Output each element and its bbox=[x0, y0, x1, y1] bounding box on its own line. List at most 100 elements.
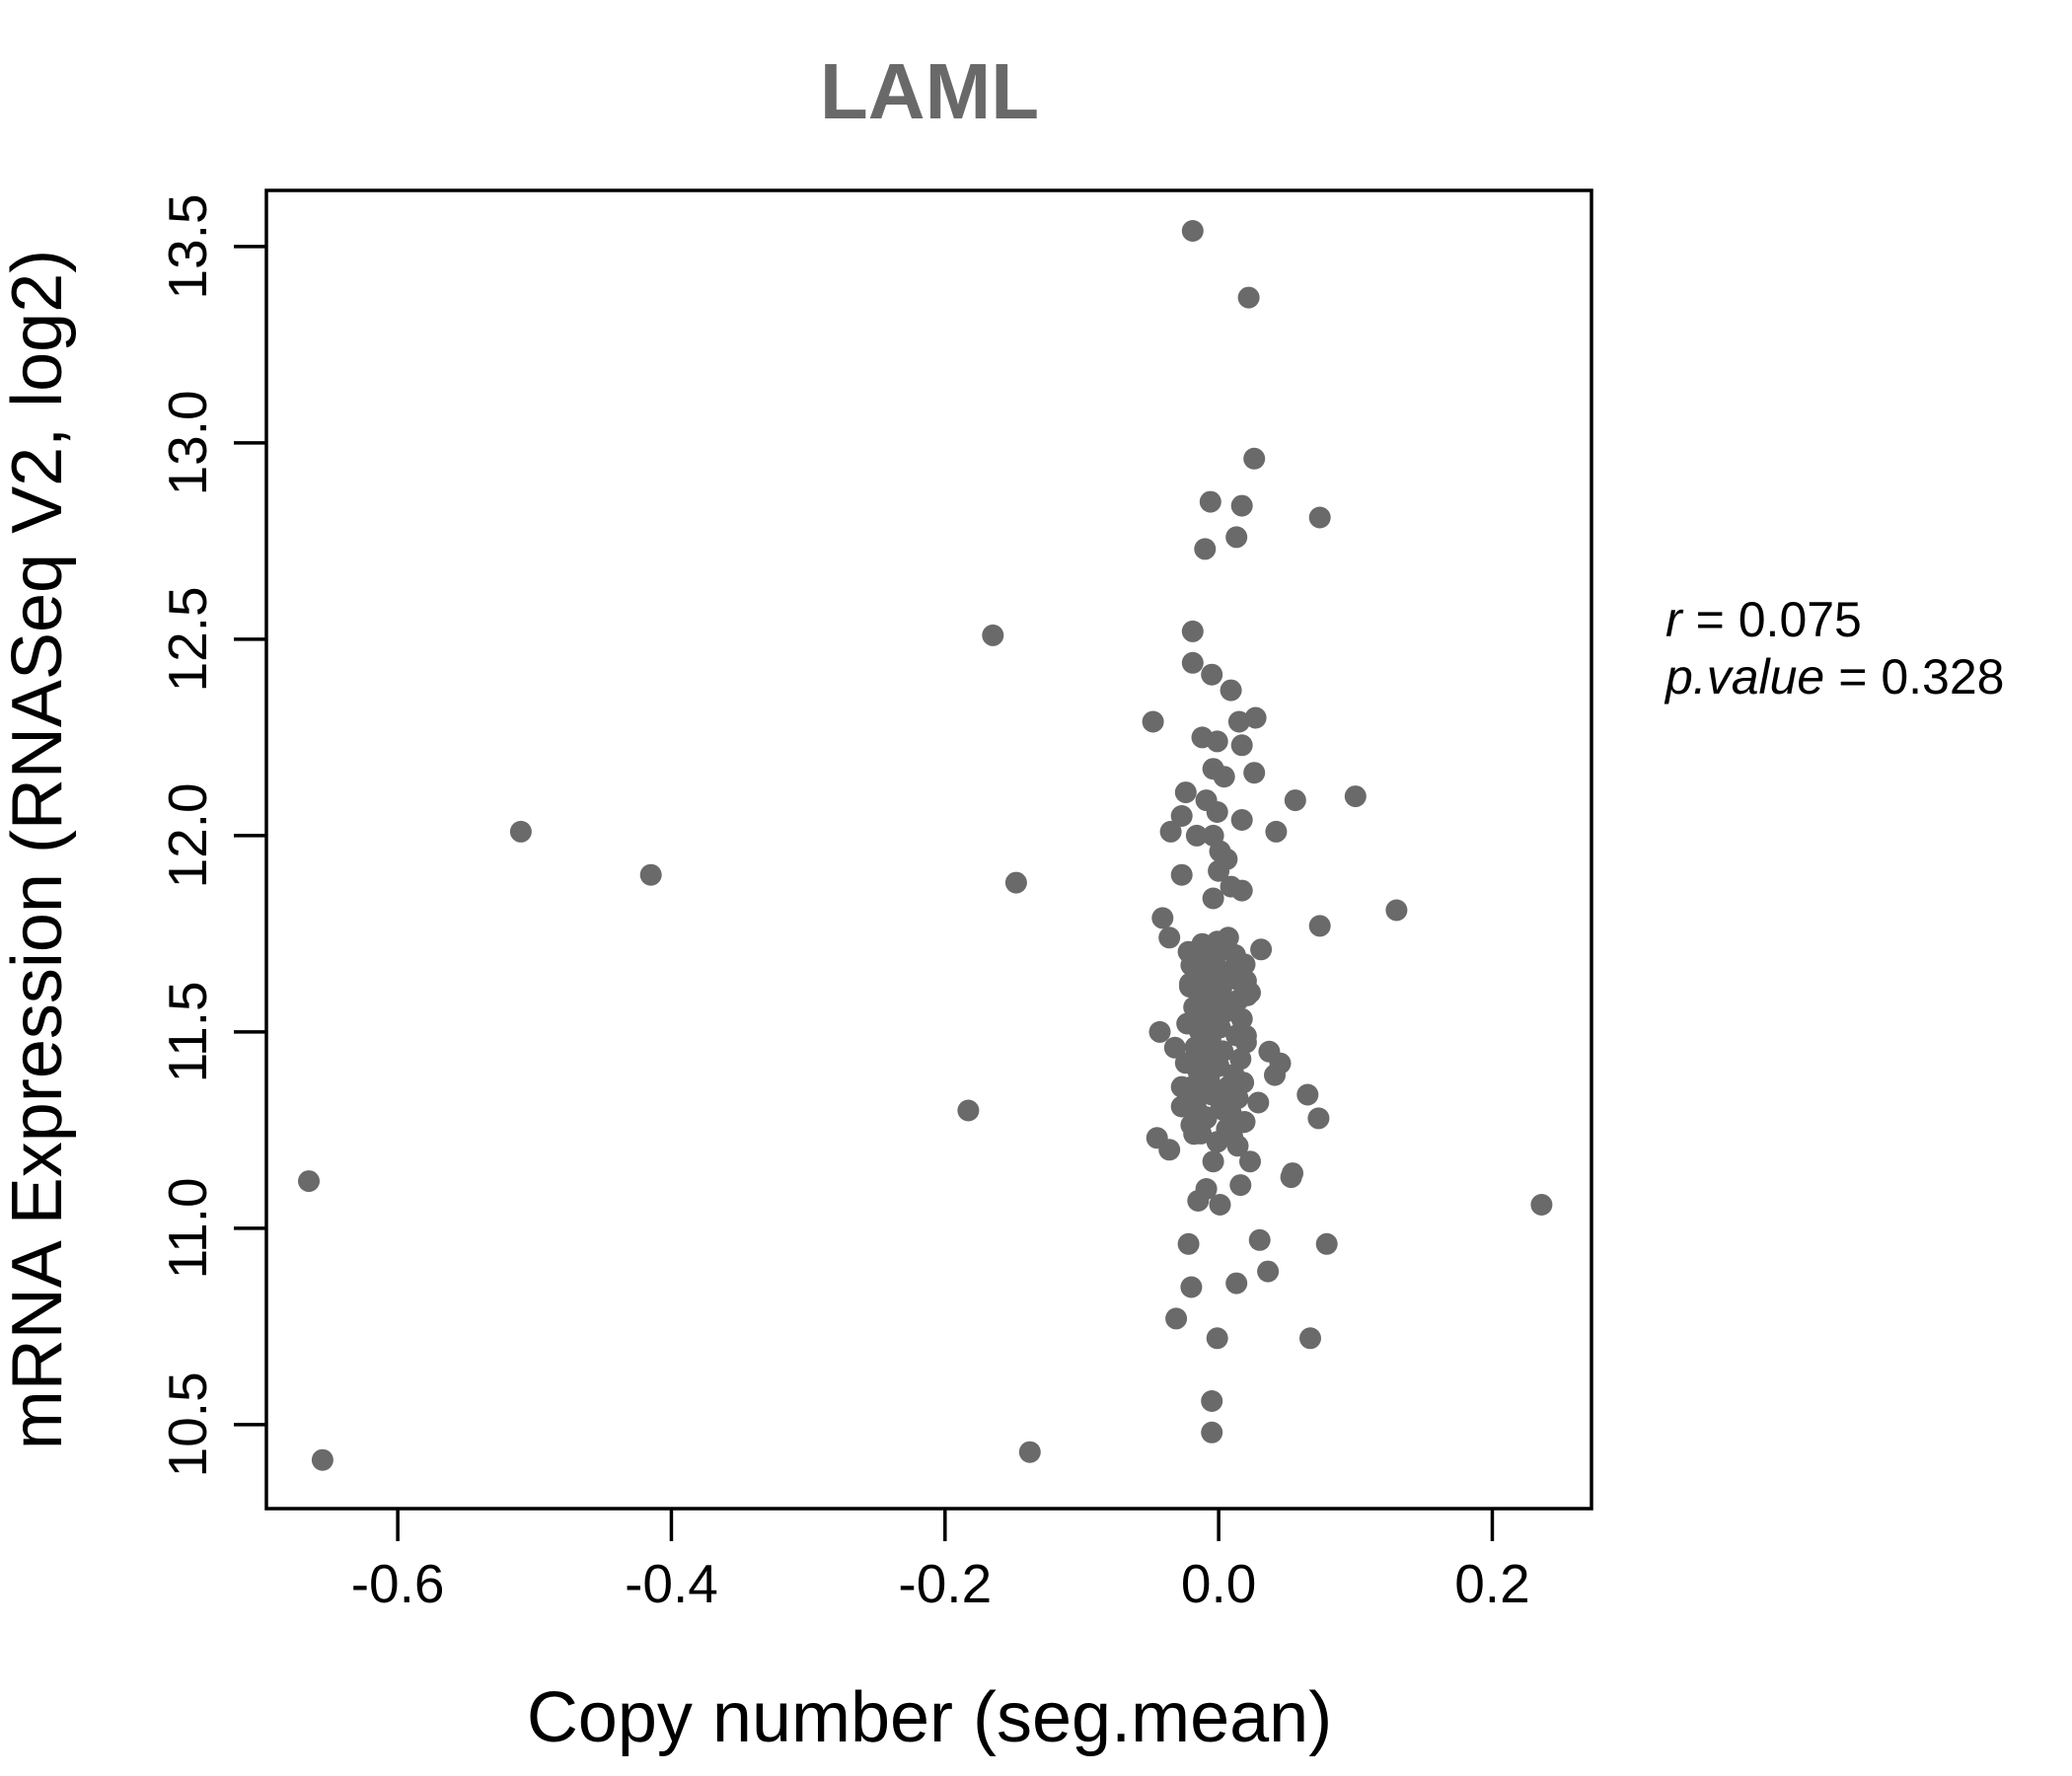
data-point bbox=[1244, 706, 1267, 729]
y-tick-label: 11.0 bbox=[157, 1177, 218, 1279]
data-point bbox=[509, 820, 532, 843]
data-point bbox=[1344, 785, 1367, 808]
p-value: = 0.328 bbox=[1838, 649, 2004, 704]
data-point bbox=[957, 1099, 980, 1122]
data-point bbox=[1177, 940, 1200, 963]
data-point bbox=[1257, 1260, 1280, 1283]
data-point bbox=[1284, 789, 1306, 812]
data-point bbox=[1201, 1421, 1223, 1443]
data-point bbox=[1158, 1139, 1181, 1161]
data-point bbox=[1221, 1126, 1243, 1148]
data-point bbox=[1202, 887, 1224, 910]
data-point bbox=[311, 1448, 333, 1471]
data-point bbox=[1530, 1194, 1553, 1216]
data-point bbox=[1230, 734, 1253, 757]
y-axis-title: mRNA Expression (RNASeq V2, log2) bbox=[0, 250, 77, 1449]
x-tick-label: -0.2 bbox=[898, 1553, 992, 1614]
data-point bbox=[1296, 1083, 1319, 1106]
data-point bbox=[1165, 1307, 1188, 1330]
data-point bbox=[1192, 1043, 1215, 1066]
x-tick-label: 0.2 bbox=[1454, 1553, 1529, 1614]
data-point bbox=[1230, 1007, 1253, 1030]
data-point bbox=[1187, 1190, 1210, 1212]
plot-frame bbox=[264, 188, 1593, 1511]
data-point bbox=[1209, 1194, 1231, 1216]
data-point bbox=[1174, 781, 1197, 804]
data-point bbox=[1181, 620, 1204, 642]
correlation-r-text: r = 0.075 bbox=[1665, 592, 1862, 647]
data-point bbox=[982, 624, 1004, 646]
data-point bbox=[1177, 1232, 1200, 1255]
data-point bbox=[298, 1170, 320, 1193]
data-point bbox=[1208, 859, 1230, 882]
data-point bbox=[1170, 863, 1193, 886]
data-point bbox=[1201, 1390, 1223, 1412]
data-point bbox=[1004, 871, 1027, 894]
y-tick-label: 10.5 bbox=[157, 1371, 218, 1477]
data-point bbox=[1194, 538, 1217, 560]
data-point bbox=[1308, 915, 1331, 937]
data-point bbox=[1225, 1272, 1248, 1295]
data-point bbox=[1239, 1150, 1261, 1173]
data-point bbox=[1265, 820, 1288, 843]
p-label: p.value bbox=[1664, 649, 1824, 704]
data-point bbox=[1243, 762, 1266, 784]
data-point bbox=[1247, 1091, 1270, 1114]
data-point bbox=[639, 863, 662, 886]
y-tick-label: 13.0 bbox=[157, 390, 218, 495]
data-point bbox=[1201, 663, 1223, 686]
x-axis-ticks: -0.6 -0.4 -0.2 0.0 0.2 bbox=[351, 1509, 1530, 1614]
data-point bbox=[1248, 1228, 1271, 1251]
data-point bbox=[1229, 1174, 1252, 1197]
chart-title: LAML bbox=[820, 47, 1039, 135]
data-point bbox=[1185, 824, 1208, 847]
data-point bbox=[1206, 1327, 1228, 1350]
data-point bbox=[1181, 651, 1204, 674]
data-point bbox=[1202, 1150, 1224, 1173]
data-point bbox=[1163, 1036, 1186, 1059]
x-tick-label: 0.0 bbox=[1181, 1553, 1256, 1614]
data-point bbox=[1280, 1166, 1302, 1189]
data-point bbox=[1206, 730, 1228, 753]
data-point bbox=[1233, 1111, 1256, 1133]
data-point bbox=[1190, 1122, 1213, 1145]
data-point bbox=[1225, 526, 1248, 549]
x-tick-label: -0.6 bbox=[351, 1553, 445, 1614]
data-point bbox=[1315, 1232, 1338, 1255]
data-point bbox=[1158, 926, 1181, 949]
data-point bbox=[1308, 506, 1331, 529]
data-point bbox=[1159, 820, 1182, 843]
data-point bbox=[1385, 899, 1408, 922]
data-point bbox=[1227, 710, 1250, 733]
data-point bbox=[1230, 809, 1253, 831]
data-point bbox=[1181, 220, 1204, 242]
y-tick-label: 11.5 bbox=[157, 981, 218, 1082]
data-point bbox=[1269, 1052, 1292, 1074]
data-point bbox=[1230, 494, 1253, 517]
data-point bbox=[1148, 1020, 1171, 1043]
correlation-p-text: p.value = 0.328 bbox=[1664, 649, 2004, 704]
scatter-points bbox=[298, 220, 1553, 1471]
r-value: = 0.075 bbox=[1696, 592, 1862, 647]
r-label: r bbox=[1665, 592, 1684, 647]
y-tick-label: 13.5 bbox=[157, 193, 218, 299]
x-axis-title: Copy number (seg.mean) bbox=[527, 1678, 1332, 1757]
y-tick-label: 12.0 bbox=[157, 782, 218, 888]
y-tick-label: 12.5 bbox=[157, 586, 218, 692]
data-point bbox=[1206, 801, 1228, 823]
data-point bbox=[1018, 1441, 1041, 1463]
data-point bbox=[1237, 286, 1260, 309]
data-point bbox=[1230, 879, 1253, 902]
data-point bbox=[1299, 1327, 1321, 1350]
data-point bbox=[1198, 1067, 1221, 1089]
data-point bbox=[1243, 447, 1266, 470]
data-point bbox=[1307, 1107, 1330, 1130]
data-point bbox=[1250, 938, 1273, 961]
data-point bbox=[1142, 710, 1164, 733]
data-point bbox=[1213, 766, 1235, 788]
data-point bbox=[1180, 1276, 1203, 1298]
y-axis-ticks: 10.5 11.0 11.5 12.0 12.5 13.0 13.5 bbox=[157, 193, 266, 1477]
data-point bbox=[1199, 490, 1221, 513]
x-tick-label: -0.4 bbox=[625, 1553, 718, 1614]
